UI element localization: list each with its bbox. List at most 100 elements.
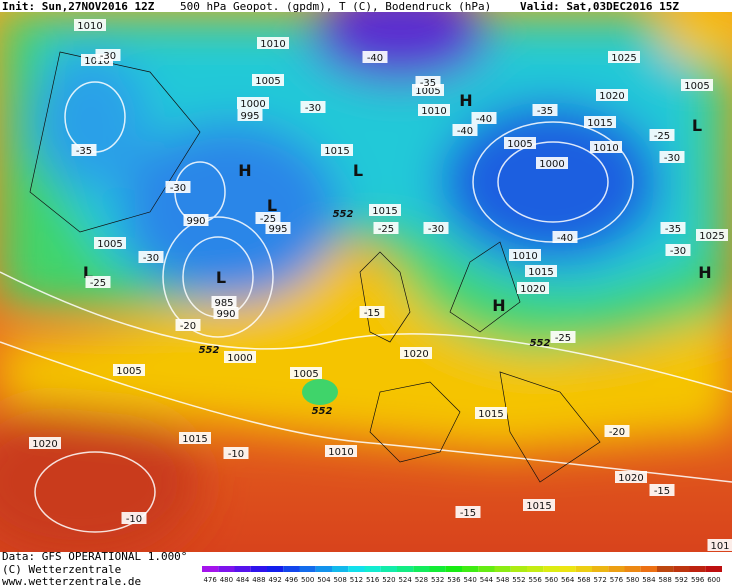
colorbar-label: 496 — [285, 576, 299, 584]
colorbar-swatch — [657, 566, 673, 572]
colorbar-label: 576 — [610, 576, 624, 584]
contour-label: -30 — [170, 183, 186, 194]
contour-label: -20 — [180, 321, 196, 332]
colorbar-swatch — [202, 566, 218, 572]
colorbar-label: 532 — [431, 576, 444, 584]
contour-label: 1005 — [255, 76, 280, 87]
colorbar-swatch — [235, 566, 251, 572]
contour-label: 1010 — [512, 251, 537, 262]
geopotential-label: 552 — [312, 406, 333, 417]
colorbar-swatch — [576, 566, 592, 572]
contour-label: 990 — [186, 216, 205, 227]
contour-label: 1015 — [528, 267, 553, 278]
colorbar-swatch — [251, 566, 267, 572]
colorbar-label: 492 — [268, 576, 281, 584]
contour-label: 1015 — [372, 206, 397, 217]
colorbar-swatch — [300, 566, 316, 572]
contour-label: -25 — [654, 131, 670, 142]
colorbar-label: 508 — [333, 576, 346, 584]
contour-label: 1015 — [526, 501, 551, 512]
contour-label: 1020 — [32, 439, 57, 450]
contour-label: 1020 — [599, 91, 624, 102]
colorbar-label: 568 — [577, 576, 590, 584]
contour-label: -30 — [428, 224, 444, 235]
colorbar-label: 476 — [203, 576, 217, 584]
contour-label: -40 — [367, 53, 383, 64]
colorbar-label: 584 — [642, 576, 656, 584]
colorbar-swatch — [446, 566, 462, 572]
contour-label: 1005 — [684, 81, 709, 92]
pressure-center: H — [459, 91, 472, 110]
colorbar-label: 504 — [317, 576, 331, 584]
colorbar-swatch — [430, 566, 446, 572]
contour-label: 1015 — [478, 409, 503, 420]
colorbar-label: 580 — [626, 576, 639, 584]
colorbar-swatch — [592, 566, 608, 572]
colorbar-swatch — [673, 566, 689, 572]
map: 1010 1010 -30 1010 1005 1000 995 -30 1015 H L -30 99… — [0, 12, 732, 552]
colorbar-label: 572 — [593, 576, 606, 584]
contour-label: 1010 — [593, 143, 618, 154]
colorbar-label: 540 — [463, 576, 476, 584]
colorbar-label: 544 — [480, 576, 494, 584]
colorbar-swatch — [283, 566, 299, 572]
colorbar-label: 564 — [561, 576, 575, 584]
contour-label: -25 — [90, 278, 106, 289]
contour-label: 1015 — [587, 118, 612, 129]
colorbar-label: 536 — [447, 576, 461, 584]
contour-label: -30 — [100, 51, 116, 62]
geopotential-label: 552 — [530, 338, 551, 349]
colorbar-swatch — [478, 566, 494, 572]
contour-label: -35 — [537, 106, 553, 117]
contour-label: 1005 — [293, 369, 318, 380]
pressure-center: L — [692, 116, 702, 135]
colorbar-swatch — [608, 566, 624, 572]
colorbar-label: 516 — [366, 576, 380, 584]
contour-label: 1010 — [260, 39, 285, 50]
colorbar-swatch — [511, 566, 527, 572]
colorbar-label: 556 — [528, 576, 542, 584]
contour-label: -10 — [126, 514, 142, 525]
contour-label: -40 — [476, 114, 492, 125]
contour-label: 1025 — [699, 231, 724, 242]
colorbar-swatch — [381, 566, 397, 572]
contour-label: -35 — [76, 146, 92, 157]
contour-label: 1005 — [116, 366, 141, 377]
colorbar-label: 512 — [350, 576, 363, 584]
contour-label: 1010 — [421, 106, 446, 117]
contour-label: -30 — [305, 103, 321, 114]
pressure-center: H — [492, 296, 505, 315]
colorbar-label: 480 — [220, 576, 233, 584]
contour-label: 995 — [240, 111, 259, 122]
colorbar-label: 560 — [545, 576, 558, 584]
colorbar-label: 500 — [301, 576, 314, 584]
contour-label: 1000 — [539, 159, 564, 170]
colorbar-swatch — [543, 566, 559, 572]
colorbar-label: 600 — [707, 576, 720, 584]
contour-label: -20 — [609, 427, 625, 438]
colorbar-swatch — [218, 566, 234, 572]
contour-label: 1005 — [97, 239, 122, 250]
contour-label: -10 — [228, 449, 244, 460]
colorbar-swatch — [527, 566, 543, 572]
colorbar-label: 520 — [382, 576, 395, 584]
contour-label: 1005 — [507, 139, 532, 150]
colorbar-swatch — [641, 566, 657, 572]
colorbar-label: 524 — [398, 576, 412, 584]
pressure-center: H — [698, 263, 711, 282]
contour-label: 1015 — [324, 146, 349, 157]
colorbar-label: 488 — [252, 576, 265, 584]
colorbar-swatch — [348, 566, 364, 572]
contour-label: -15 — [654, 486, 670, 497]
colorbar-label: 596 — [691, 576, 705, 584]
colorbar-swatch — [560, 566, 576, 572]
colorbar-swatch — [316, 566, 332, 572]
contour-label: 1000 — [227, 353, 252, 364]
geopotential-label: 552 — [333, 209, 354, 220]
contour-label: 101 — [710, 541, 729, 552]
contour-label: -40 — [457, 126, 473, 137]
colorbar-label: 484 — [236, 576, 250, 584]
colorbar-swatch — [413, 566, 429, 572]
